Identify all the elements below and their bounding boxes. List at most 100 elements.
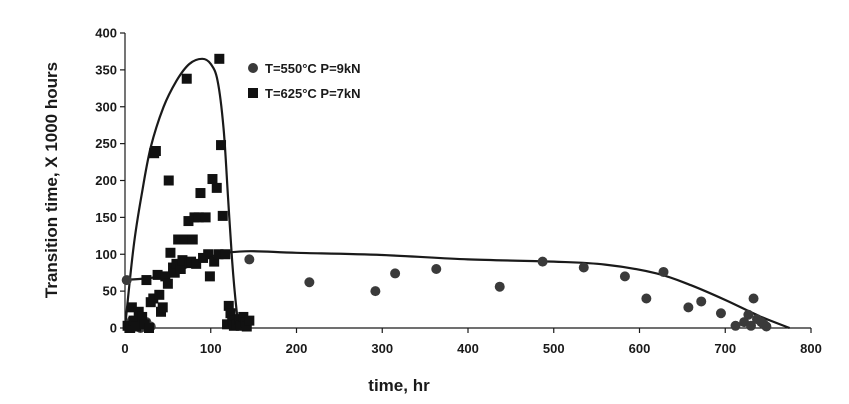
y-axis-title: Transition time, X 1000 hours <box>42 62 61 298</box>
data-point-square <box>244 315 255 326</box>
data-point-square <box>144 323 155 333</box>
data-point-square <box>222 319 233 330</box>
data-point-circle <box>658 266 669 277</box>
x-tick-label: 0 <box>121 341 128 356</box>
fit-curve-series-1 <box>124 250 791 330</box>
data-point-square <box>169 267 180 278</box>
data-point-square <box>177 255 188 266</box>
data-point-square <box>165 247 176 258</box>
data-point-circle <box>761 321 772 332</box>
data-point-square <box>214 53 225 64</box>
data-point-square <box>179 234 190 245</box>
data-point-circle <box>537 256 548 267</box>
data-point-square <box>203 249 214 260</box>
data-point-square <box>198 252 209 263</box>
legend-item-1: T=550°C P=9kN <box>248 61 361 76</box>
data-point-circle <box>743 309 754 320</box>
y-tick-label: 400 <box>95 26 117 41</box>
data-point-square <box>148 293 159 304</box>
legend-label-2: T=625°C P=7kN <box>265 86 361 101</box>
data-point-square <box>163 175 174 186</box>
y-tick-label: 50 <box>103 284 117 299</box>
y-ticks: 0 50 100 150 200 250 300 350 400 <box>95 26 125 336</box>
y-tick-label: 200 <box>95 173 117 188</box>
data-point-square <box>125 323 136 333</box>
data-point-square <box>225 308 236 319</box>
data-point-square <box>162 278 173 289</box>
x-tick-label: 400 <box>457 341 479 356</box>
data-point-square <box>128 315 139 326</box>
y-tick-label: 300 <box>95 99 117 114</box>
data-point-square <box>238 311 249 322</box>
data-point-circle <box>390 268 401 279</box>
data-point-square <box>220 249 231 260</box>
data-point-square <box>157 302 168 313</box>
data-point-square <box>181 73 192 84</box>
data-point-circle <box>696 296 707 307</box>
data-point-square <box>195 188 206 199</box>
data-point-square <box>126 302 137 313</box>
y-tick-label: 100 <box>95 247 117 262</box>
legend-item-2: T=625°C P=7kN <box>248 86 361 101</box>
data-points <box>121 53 772 333</box>
x-tick-label: 500 <box>543 341 565 356</box>
y-tick-label: 150 <box>95 210 117 225</box>
data-point-square <box>183 216 194 227</box>
y-tick-label: 250 <box>95 136 117 151</box>
data-point-circle <box>641 293 652 304</box>
legend-square-marker <box>248 88 258 98</box>
data-point-square <box>160 271 171 282</box>
data-point-circle <box>431 264 442 274</box>
y-tick-label: 0 <box>110 321 117 336</box>
data-point-square <box>191 258 202 269</box>
data-point-circle <box>370 286 381 297</box>
data-point-square <box>211 182 222 193</box>
data-point-square <box>154 289 165 300</box>
data-point-square <box>175 264 186 274</box>
fit-curve-series-2 <box>123 57 241 329</box>
x-tick-label: 200 <box>286 341 308 356</box>
legend-circle-marker <box>248 63 258 73</box>
data-point-circle <box>244 254 255 265</box>
data-point-square <box>216 140 227 151</box>
data-point-circle <box>745 320 756 331</box>
x-axis-title: time, hr <box>368 376 430 395</box>
legend-label-1: T=550°C P=9kN <box>265 61 361 76</box>
y-tick-label: 350 <box>95 62 117 77</box>
x-tick-label: 300 <box>371 341 393 356</box>
data-point-circle <box>715 308 726 319</box>
data-point-square <box>193 212 204 223</box>
data-point-square <box>200 212 211 223</box>
fit-curves <box>123 57 791 330</box>
data-point-circle <box>494 281 505 292</box>
data-point-square <box>207 174 218 185</box>
data-point-circle <box>730 320 741 331</box>
data-point-square <box>137 311 148 322</box>
data-point-circle <box>748 293 759 304</box>
legend: T=550°C P=9kN T=625°C P=7kN <box>248 61 361 101</box>
data-point-square <box>213 249 224 260</box>
data-point-square <box>186 256 197 267</box>
data-point-square <box>204 271 215 282</box>
x-ticks: 0 100 200 300 400 500 600 700 800 <box>121 328 822 356</box>
data-point-square <box>187 234 198 245</box>
x-tick-label: 800 <box>800 341 822 356</box>
data-point-circle <box>619 271 630 282</box>
data-point-square <box>150 146 161 156</box>
data-point-square <box>152 269 163 280</box>
data-point-square <box>217 210 228 221</box>
data-point-square <box>171 258 182 269</box>
data-point-square <box>241 321 252 332</box>
data-point-circle <box>304 277 315 288</box>
data-point-square <box>223 300 234 311</box>
data-point-square <box>209 256 220 267</box>
data-point-square <box>131 321 142 332</box>
x-tick-label: 600 <box>629 341 651 356</box>
data-point-circle <box>578 262 589 273</box>
data-point-square <box>133 306 144 317</box>
x-tick-label: 700 <box>714 341 736 356</box>
data-point-square <box>141 275 152 286</box>
x-tick-label: 100 <box>200 341 222 356</box>
data-point-circle <box>683 302 694 313</box>
